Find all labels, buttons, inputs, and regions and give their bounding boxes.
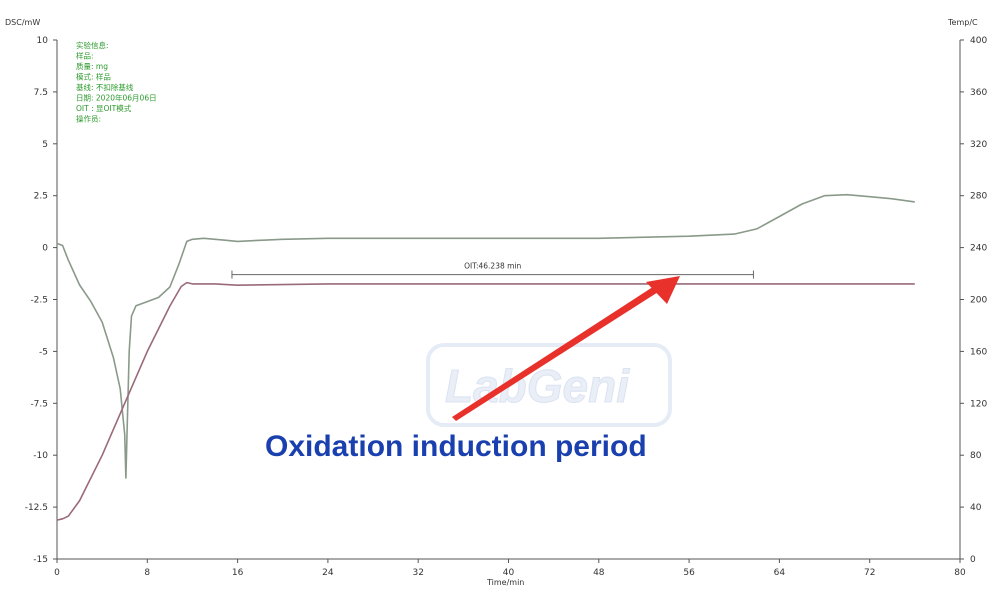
x-axis-title: Time/min	[486, 578, 524, 587]
oit-bracket: OIT:46.238 min	[231, 262, 754, 279]
left-tick-label: -2.5	[30, 296, 48, 306]
right-tick-label: 160	[970, 347, 987, 357]
annotation-label: Oxidation induction period	[265, 430, 647, 463]
left-tick-label: -10	[33, 451, 48, 461]
chart-axes	[56, 40, 961, 560]
left-tick-label: 5	[42, 140, 48, 150]
right-tick-label: 0	[970, 555, 976, 565]
right-tick-label: 80	[970, 451, 982, 461]
legend-line: 实验信息:	[76, 40, 109, 50]
left-tick-label: 0	[42, 244, 48, 254]
left-tick-label: 7.5	[34, 88, 48, 98]
x-tick-label: 48	[593, 568, 605, 578]
right-tick-label: 240	[970, 244, 987, 254]
x-tick-label: 24	[322, 568, 334, 578]
left-tick-label: 2.5	[34, 192, 48, 202]
dsc-series-line	[56, 193, 915, 479]
left-tick-label: -5	[39, 347, 48, 357]
left-tick-label: -15	[33, 555, 48, 565]
tick-labels: 0 8 16 24 32 40 48 56 64 72 80 10 7.5 5 2.5 0 -2.5 -5 -7.5…	[25, 36, 988, 578]
right-tick-label: 40	[970, 503, 982, 513]
legend-line: 模式: 样品	[76, 72, 111, 82]
arrow-icon	[452, 276, 680, 421]
left-axis-title: DSC/mW	[5, 18, 40, 27]
legend-line: 样品:	[76, 51, 94, 61]
right-tick-label: 400	[970, 36, 987, 46]
legend-line: OIT : 显OIT模式	[76, 103, 132, 113]
x-tick-label: 72	[864, 568, 875, 578]
watermark-frame	[426, 343, 672, 427]
right-axis-title: Temp/C	[947, 18, 978, 27]
right-tick-label: 360	[970, 88, 987, 98]
series-layer	[56, 193, 915, 521]
right-tick-label: 280	[970, 192, 987, 202]
legend-line: 操作员:	[76, 114, 101, 124]
right-tick-label: 200	[970, 296, 987, 306]
right-tick-label: 320	[970, 140, 987, 150]
legend-line: 质量: mg	[76, 61, 108, 71]
x-tick-label: 8	[144, 568, 150, 578]
x-tick-label: 40	[503, 568, 515, 578]
x-tick-label: 16	[232, 568, 244, 578]
x-tick-label: 56	[683, 568, 695, 578]
right-tick-label: 120	[970, 399, 987, 409]
legend-line: 基线: 不扣除基线	[76, 82, 134, 92]
arrow-head	[646, 276, 680, 304]
oit-label: OIT:46.238 min	[464, 262, 521, 271]
x-tick-label: 32	[412, 568, 423, 578]
left-tick-label: -12.5	[25, 503, 48, 513]
x-tick-label: 80	[954, 568, 966, 578]
legend-line: 日期: 2020年06月06日	[76, 93, 157, 103]
arrow-shaft	[452, 281, 666, 421]
left-tick-label: 10	[37, 36, 49, 46]
x-tick-label: 0	[54, 568, 60, 578]
x-tick-label: 64	[774, 568, 786, 578]
left-tick-label: -7.5	[30, 399, 48, 409]
